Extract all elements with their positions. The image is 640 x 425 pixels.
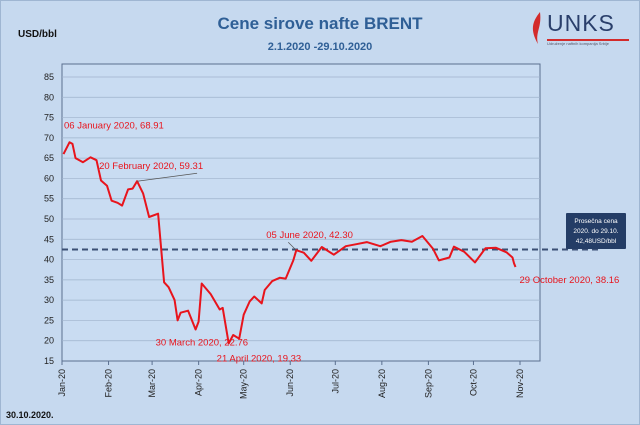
plot-area xyxy=(61,63,541,362)
y-tick-label: 65 xyxy=(44,153,54,163)
x-tick-label: Sep-20 xyxy=(423,369,433,398)
x-tick-label: Jun-20 xyxy=(285,369,295,397)
annotation-leader xyxy=(288,241,297,251)
data-annotation: 05 June 2020, 42.30 xyxy=(266,230,353,241)
chart-subtitle: 2.1.2020 -29.10.2020 xyxy=(267,41,373,53)
brent-series-line xyxy=(62,141,517,345)
y-tick-label: 75 xyxy=(44,113,54,123)
data-annotation: 20 February 2020, 59.31 xyxy=(99,161,203,172)
data-annotation: 21 April 2020, 19.33 xyxy=(217,353,302,364)
y-tick-label: 85 xyxy=(44,72,54,82)
y-tick-label: 20 xyxy=(44,336,54,346)
x-tick-label: Apr-20 xyxy=(194,369,204,396)
flame-icon xyxy=(532,12,541,44)
x-tick-label: Feb-20 xyxy=(104,369,114,398)
x-tick-label: Nov-20 xyxy=(515,369,525,398)
y-tick-label: 70 xyxy=(44,133,54,143)
y-axis-label: USD/bbl xyxy=(18,29,57,40)
y-tick-label: 55 xyxy=(44,194,54,204)
x-tick-label: Mar-20 xyxy=(147,369,157,398)
x-tick-label: Jul-20 xyxy=(330,369,340,394)
y-tick-label: 50 xyxy=(44,214,54,224)
logo-subtitle: Udruženje naftnih kompanija Srbije xyxy=(547,41,610,46)
chart-title: Cene sirove nafte BRENT xyxy=(217,14,423,33)
x-tick-label: Jan-20 xyxy=(57,369,67,397)
y-tick-label: 80 xyxy=(44,92,54,102)
average-label-text: Prosečna cena xyxy=(574,218,618,225)
logo-bar xyxy=(547,39,629,41)
x-tick-label: Aug-20 xyxy=(377,369,387,398)
data-annotation: 06 January 2020, 68.91 xyxy=(64,120,164,131)
y-tick-label: 35 xyxy=(44,275,54,285)
y-tick-label: 15 xyxy=(44,356,54,366)
logo-text: UNKS xyxy=(547,10,615,36)
y-tick-label: 45 xyxy=(44,234,54,244)
y-tick-label: 40 xyxy=(44,255,54,265)
data-annotation: 30 March 2020, 22.76 xyxy=(156,338,248,349)
average-label-text: 2020. do 29.10. xyxy=(573,228,618,235)
x-tick-label: Oct-20 xyxy=(468,369,478,396)
average-label-box xyxy=(566,213,626,249)
average-label-text: 42,48USD/bbl xyxy=(576,238,617,245)
y-tick-label: 25 xyxy=(44,315,54,325)
data-annotation: 29 October 2020, 38.16 xyxy=(519,275,619,286)
y-tick-label: 60 xyxy=(44,173,54,183)
y-tick-label: 30 xyxy=(44,295,54,305)
unks-logo: UNKS Udruženje naftnih kompanija Srbije xyxy=(530,10,630,54)
annotation-leader xyxy=(137,172,198,182)
x-tick-label: May-20 xyxy=(239,369,249,399)
footer-date: 30.10.2020. xyxy=(6,410,54,420)
